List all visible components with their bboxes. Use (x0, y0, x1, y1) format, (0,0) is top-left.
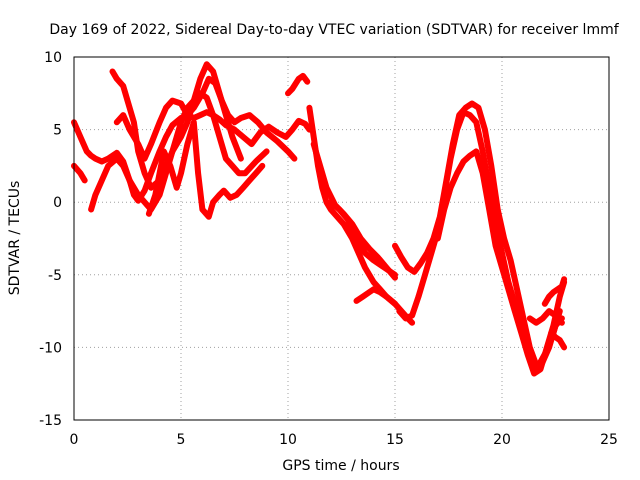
series-track-3 (88, 90, 270, 213)
series-track-9 (310, 141, 398, 281)
series-track-6 (145, 119, 266, 220)
y-tick-labels: -15 -10 -5 0 5 10 (39, 50, 62, 429)
series-track-4 (109, 61, 244, 191)
series-track-11 (353, 286, 398, 307)
series-track-7 (285, 72, 311, 97)
x-tick-label: 25 (600, 432, 618, 448)
x-tick-label: 5 (177, 432, 186, 448)
y-axis-label: SDTVAR / TECUs (7, 181, 23, 296)
x-tick-labels: 0 5 10 15 20 25 (70, 432, 618, 448)
series-track-5 (113, 75, 298, 162)
series-track-16 (541, 276, 568, 307)
series-track-10 (327, 199, 398, 278)
x-axis-label: GPS time / hours (282, 458, 399, 474)
plot-frame (73, 56, 610, 421)
y-tick-label: -5 (48, 268, 62, 284)
series-track-8 (306, 104, 416, 326)
series-track-14 (434, 148, 568, 377)
y-tick-label: -15 (39, 413, 62, 429)
x-tick-label: 0 (70, 432, 79, 448)
data-series (71, 61, 568, 377)
x-tick-label: 20 (493, 432, 511, 448)
y-tick-label: 10 (44, 50, 62, 66)
series-track-1 (71, 162, 88, 184)
y-tick-label: 5 (53, 123, 62, 139)
series-track-15 (526, 308, 565, 326)
chart-title: Day 169 of 2022, Sidereal Day-to-day VTE… (49, 22, 619, 38)
x-tick-label: 15 (386, 432, 404, 448)
y-tick-label: -10 (39, 340, 62, 356)
series-track-17 (548, 329, 568, 351)
series-track-13 (396, 109, 563, 373)
y-tick-label: 0 (53, 195, 62, 211)
x-tick-label: 10 (279, 432, 297, 448)
